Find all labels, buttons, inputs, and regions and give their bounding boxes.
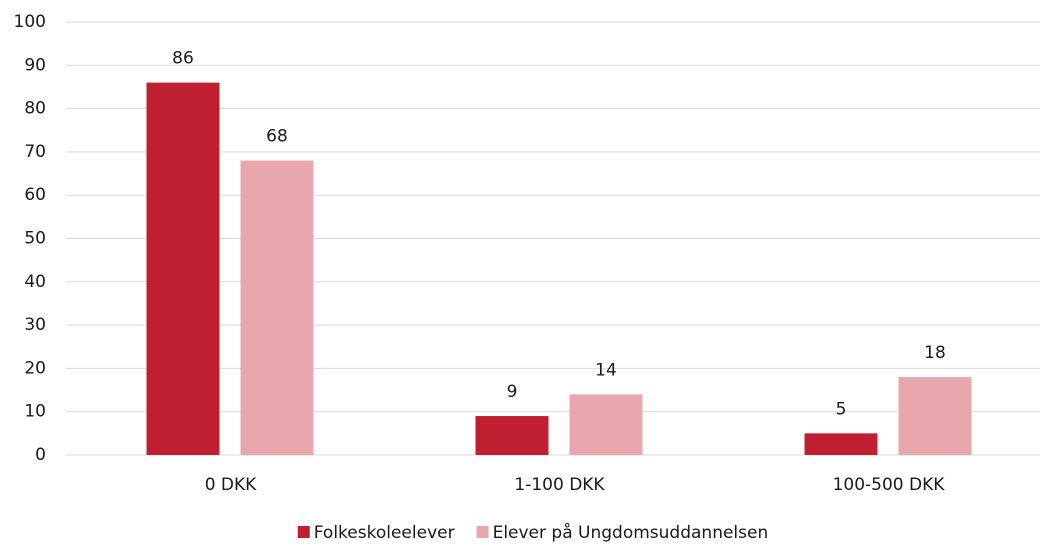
bar [240,160,314,455]
bar [475,416,549,455]
bar [146,82,220,456]
y-tick-label: 40 [24,272,46,292]
y-tick-label: 60 [24,185,46,205]
x-tick-label: 100-500 DKK [833,475,946,495]
legend-label: Folkeskoleelever [314,523,455,543]
y-tick-label: 10 [24,402,46,422]
y-tick-label: 90 [24,55,46,75]
y-tick-label: 0 [35,445,46,465]
y-tick-label: 70 [24,142,46,162]
bar [569,394,643,455]
bar [804,433,878,455]
data-label: 18 [924,343,946,363]
y-tick-label: 30 [24,315,46,335]
x-tick-label: 0 DKK [205,475,257,495]
data-label: 86 [172,49,194,69]
data-label: 9 [507,382,518,402]
x-tick-label: 1-100 DKK [514,475,605,495]
legend-label: Elever på Ungdomsuddannelsen [493,522,769,543]
legend-swatch [476,526,489,538]
bar [898,377,972,455]
data-label: 5 [836,399,847,419]
legend-swatch [297,526,310,538]
y-tick-label: 50 [24,229,46,249]
y-tick-label: 20 [24,358,46,378]
data-label: 14 [595,360,617,380]
data-label: 68 [266,127,288,147]
y-tick-label: 100 [14,12,46,32]
y-tick-label: 80 [24,99,46,119]
